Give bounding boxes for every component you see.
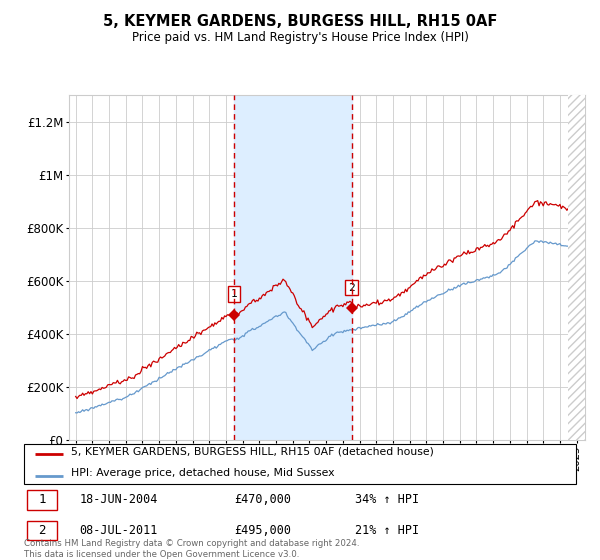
Text: 2: 2: [348, 283, 355, 292]
FancyBboxPatch shape: [27, 521, 57, 540]
Text: 34% ↑ HPI: 34% ↑ HPI: [355, 493, 419, 506]
Text: HPI: Average price, detached house, Mid Sussex: HPI: Average price, detached house, Mid …: [71, 468, 334, 478]
Text: 1: 1: [38, 493, 46, 506]
Text: 18-JUN-2004: 18-JUN-2004: [79, 493, 158, 506]
Text: 08-JUL-2011: 08-JUL-2011: [79, 524, 158, 537]
Text: 5, KEYMER GARDENS, BURGESS HILL, RH15 0AF: 5, KEYMER GARDENS, BURGESS HILL, RH15 0A…: [103, 14, 497, 29]
Text: £470,000: £470,000: [234, 493, 291, 506]
Text: 1: 1: [230, 289, 237, 299]
Text: 5, KEYMER GARDENS, BURGESS HILL, RH15 0AF (detached house): 5, KEYMER GARDENS, BURGESS HILL, RH15 0A…: [71, 446, 434, 456]
Text: 2: 2: [38, 524, 46, 537]
Polygon shape: [568, 95, 585, 440]
Text: 21% ↑ HPI: 21% ↑ HPI: [355, 524, 419, 537]
Text: £495,000: £495,000: [234, 524, 291, 537]
Text: Price paid vs. HM Land Registry's House Price Index (HPI): Price paid vs. HM Land Registry's House …: [131, 31, 469, 44]
FancyBboxPatch shape: [27, 490, 57, 510]
Bar: [234, 95, 352, 440]
FancyBboxPatch shape: [24, 444, 576, 484]
Text: Contains HM Land Registry data © Crown copyright and database right 2024.
This d: Contains HM Land Registry data © Crown c…: [24, 539, 359, 559]
